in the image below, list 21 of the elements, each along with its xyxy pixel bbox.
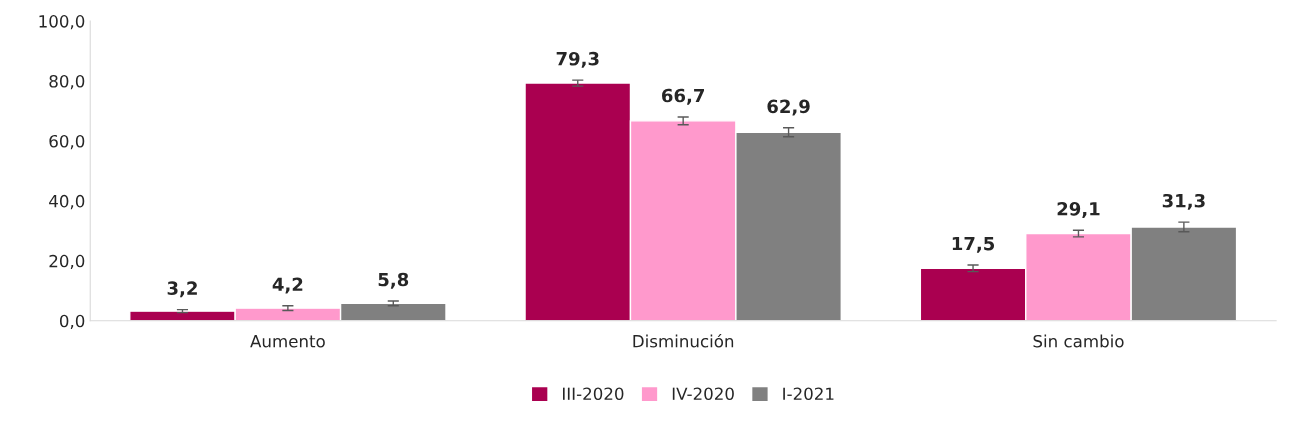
y-tick-label: 20,0: [49, 254, 85, 270]
data-label: 31,3: [1162, 193, 1205, 210]
y-tick-label: 100,0: [39, 15, 85, 30]
x-tick-label: Disminución: [633, 333, 734, 348]
data-label: 66,7: [662, 88, 705, 105]
data-label: 29,1: [1057, 201, 1100, 218]
data-label: 62,9: [767, 99, 810, 116]
y-tick-label: 80,0: [49, 74, 85, 90]
data-label: 79,3: [556, 51, 599, 68]
y-tick-label: 60,0: [49, 134, 85, 150]
data-label: 4,2: [272, 277, 303, 294]
x-tick-label: Sin cambio: [1033, 334, 1124, 348]
x-tick-label: Aumento: [250, 335, 325, 348]
data-label: 17,5: [952, 236, 995, 253]
legend-label: IV-2020: [672, 387, 734, 401]
data-label: 5,8: [378, 272, 409, 289]
y-tick-label: 40,0: [49, 194, 85, 210]
legend-label: I-2021: [783, 387, 834, 401]
data-label: 3,2: [167, 281, 197, 298]
y-tick-label: 0,0: [59, 314, 85, 329]
legend-label: III-2020: [562, 387, 624, 401]
